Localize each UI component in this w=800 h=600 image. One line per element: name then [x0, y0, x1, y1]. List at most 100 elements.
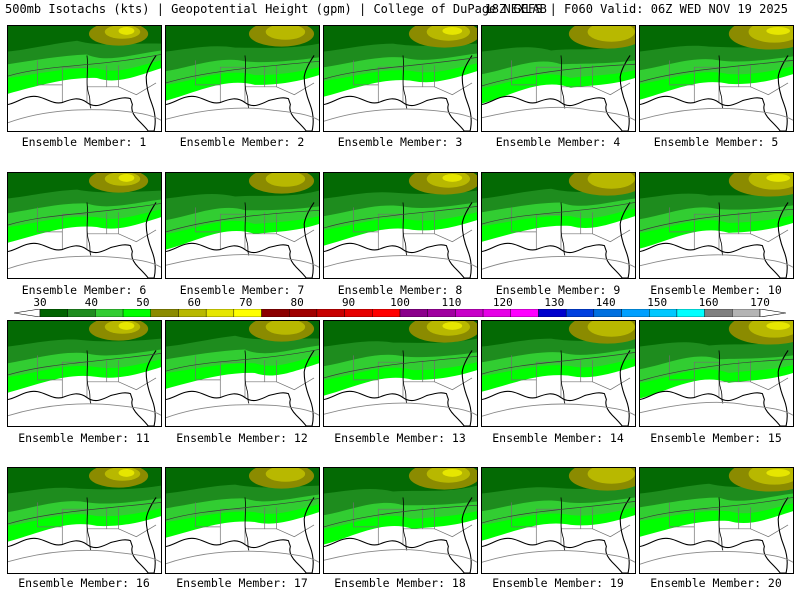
colorbar-swatch — [399, 309, 428, 317]
colorbar-swatch — [372, 309, 401, 317]
colorbar-swatch — [67, 309, 96, 317]
map-image — [640, 468, 793, 573]
ensemble-panel-18 — [323, 467, 478, 574]
member-label: Ensemble Member: 8 — [337, 283, 463, 297]
map-image — [324, 321, 477, 426]
colorbar-low-arrow — [14, 309, 41, 317]
member-label: Ensemble Member: 19 — [492, 576, 624, 590]
ensemble-panel-3 — [323, 25, 478, 132]
member-label: Ensemble Member: 4 — [495, 135, 621, 149]
ensemble-panel-4 — [481, 25, 636, 132]
colorbar-tick-label: 110 — [441, 296, 462, 309]
map-image — [482, 321, 635, 426]
member-label: Ensemble Member: 11 — [18, 431, 150, 445]
map-image — [166, 468, 319, 573]
member-label: Ensemble Member: 20 — [650, 576, 782, 590]
ensemble-panel-9 — [481, 172, 636, 279]
member-label: Ensemble Member: 6 — [21, 283, 147, 297]
colorbar-tick-label: 160 — [698, 296, 719, 309]
colorbar-swatch — [704, 309, 733, 317]
ensemble-panel-10 — [639, 172, 794, 279]
ensemble-panel-15 — [639, 320, 794, 427]
ensemble-panel-6 — [7, 172, 162, 279]
map-image — [482, 26, 635, 131]
ensemble-panel-11 — [7, 320, 162, 427]
ensemble-panel-19 — [481, 467, 636, 574]
member-label: Ensemble Member: 1 — [21, 135, 147, 149]
colorbar-tick-label: 140 — [595, 296, 616, 309]
map-image — [8, 26, 161, 131]
colorbar-swatch — [150, 309, 179, 317]
map-image — [8, 468, 161, 573]
ensemble-panel-13 — [323, 320, 478, 427]
colorbar-swatch — [732, 309, 761, 317]
colorbar-tick-label: 50 — [136, 296, 150, 309]
chart-title: 500mb Isotachs (kts) | Geopotential Heig… — [5, 2, 547, 16]
colorbar-swatch — [178, 309, 207, 317]
member-label: Ensemble Member: 16 — [18, 576, 150, 590]
colorbar-tick-label: 130 — [544, 296, 565, 309]
map-image — [640, 321, 793, 426]
member-label: Ensemble Member: 17 — [176, 576, 308, 590]
colorbar-tick-label: 60 — [187, 296, 201, 309]
colorbar-swatch — [205, 309, 235, 317]
colorbar-swatch — [39, 309, 68, 317]
member-label: Ensemble Member: 7 — [179, 283, 305, 297]
ensemble-panel-7 — [165, 172, 320, 279]
member-label: Ensemble Member: 15 — [650, 431, 782, 445]
ensemble-panel-20 — [639, 467, 794, 574]
colorbar-swatch — [593, 309, 622, 317]
run-info: 18Z GEFS | F060 Valid: 06Z WED NOV 19 20… — [484, 2, 788, 16]
ensemble-panel-1 — [7, 25, 162, 132]
map-image — [166, 173, 319, 278]
colorbar-swatch — [649, 309, 678, 317]
map-image — [324, 173, 477, 278]
colorbar-tick-label: 120 — [492, 296, 513, 309]
colorbar-high-arrow — [759, 309, 786, 317]
colorbar-swatch — [289, 309, 318, 317]
member-label: Ensemble Member: 14 — [492, 431, 624, 445]
ensemble-panel-8 — [323, 172, 478, 279]
colorbar-swatch — [233, 309, 262, 317]
colorbar-swatch — [261, 309, 290, 317]
colorbar-tick-label: 90 — [341, 296, 356, 309]
map-image — [166, 26, 319, 131]
member-label: Ensemble Member: 18 — [334, 576, 466, 590]
member-label: Ensemble Member: 5 — [653, 135, 779, 149]
map-image — [640, 26, 793, 131]
colorbar-swatch — [621, 309, 650, 317]
colorbar-tick-label: 100 — [390, 296, 410, 309]
colorbar-swatch — [538, 309, 567, 317]
colorbar-tick-label: 30 — [33, 296, 47, 309]
ensemble-panel-5 — [639, 25, 794, 132]
member-label: Ensemble Member: 2 — [179, 135, 305, 149]
member-label: Ensemble Member: 10 — [650, 283, 782, 297]
colorbar-swatch — [510, 309, 539, 317]
map-image — [8, 173, 161, 278]
member-label: Ensemble Member: 12 — [176, 431, 308, 445]
map-image — [8, 321, 161, 426]
ensemble-panel-16 — [7, 467, 162, 574]
map-image — [324, 26, 477, 131]
colorbar-swatch — [676, 309, 705, 317]
colorbar-tick-label: 150 — [647, 296, 668, 309]
member-label: Ensemble Member: 13 — [334, 431, 466, 445]
map-image — [482, 173, 635, 278]
map-image — [324, 468, 477, 573]
colorbar-swatch — [455, 309, 484, 317]
map-image — [640, 173, 793, 278]
colorbar-tick-label: 170 — [750, 296, 770, 309]
map-image — [166, 321, 319, 426]
colorbar — [14, 309, 786, 317]
ensemble-panel-14 — [481, 320, 636, 427]
map-image — [482, 468, 635, 573]
colorbar-swatch — [482, 309, 511, 317]
colorbar-tick-label: 70 — [239, 296, 253, 309]
ensemble-panel-2 — [165, 25, 320, 132]
colorbar-tick-label: 40 — [84, 296, 99, 309]
colorbar-swatch — [316, 309, 345, 317]
member-label: Ensemble Member: 9 — [495, 283, 621, 297]
member-label: Ensemble Member: 3 — [337, 135, 463, 149]
colorbar-tick-label: 80 — [290, 296, 304, 309]
colorbar-swatch — [122, 309, 151, 317]
